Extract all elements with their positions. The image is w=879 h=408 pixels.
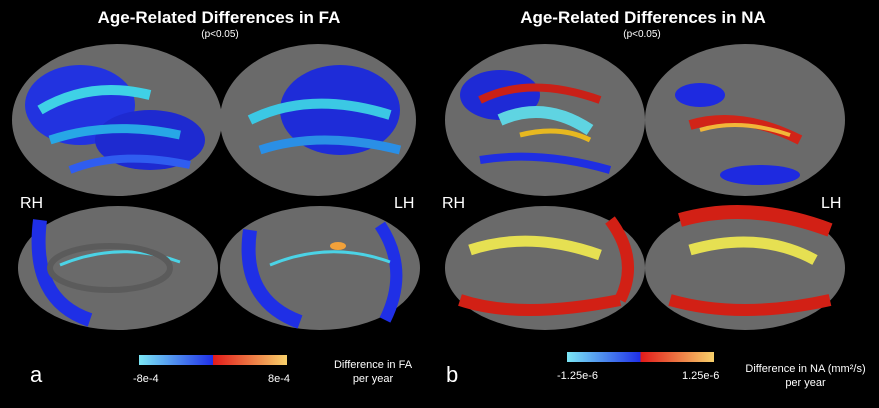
panel-b-rh-label: RH [442,195,466,212]
panel-b-caption-line1: Difference in NA (mm²/s) [745,363,866,375]
panel-a-caption-line2: per year [352,373,394,385]
panel-b-colorbar [567,352,714,362]
brain-a-lateral-lh [220,44,416,196]
panel-a-caption-line1: Difference in FA [333,359,413,371]
panel-a-colorbar-caption: Difference in FA per year [318,358,428,386]
panel-a-rh-label: RH [20,195,44,212]
brain-a-medial-lh [220,206,420,330]
panel-a-label: a [30,362,43,387]
panel-b-caption-line2: per year [785,377,826,389]
panel-b-lh-label: LH [821,195,842,212]
panel-a-title: Age-Related Differences in FA [97,8,341,27]
panel-a-colorbar-max: 8e-4 [268,373,291,385]
brain-b-medial-lh [645,205,845,330]
panel-a-subtitle: (p<0.05) [201,29,239,40]
panel-b-colorbar-max: 1.25e-6 [682,370,720,382]
panel-a-colorbar [139,355,287,365]
panel-b-title: Age-Related Differences in NA [520,8,766,27]
panel-b-colorbar-min: -1.25e-6 [557,370,598,382]
brain-a-lateral-rh [12,44,222,196]
brain-a-medial-rh [18,206,218,330]
panel-b-colorbar-caption: Difference in NA (mm²/s) per year [738,362,873,390]
panel-b-subtitle: (p<0.05) [623,29,661,40]
brain-b-lateral-rh [445,44,645,196]
brain-b-medial-rh [445,206,645,330]
panel-b-label: b [446,362,459,387]
brain-b-lateral-lh [645,44,845,196]
panel-a-lh-label: LH [394,195,415,212]
panel-a-colorbar-min: -8e-4 [133,373,159,385]
